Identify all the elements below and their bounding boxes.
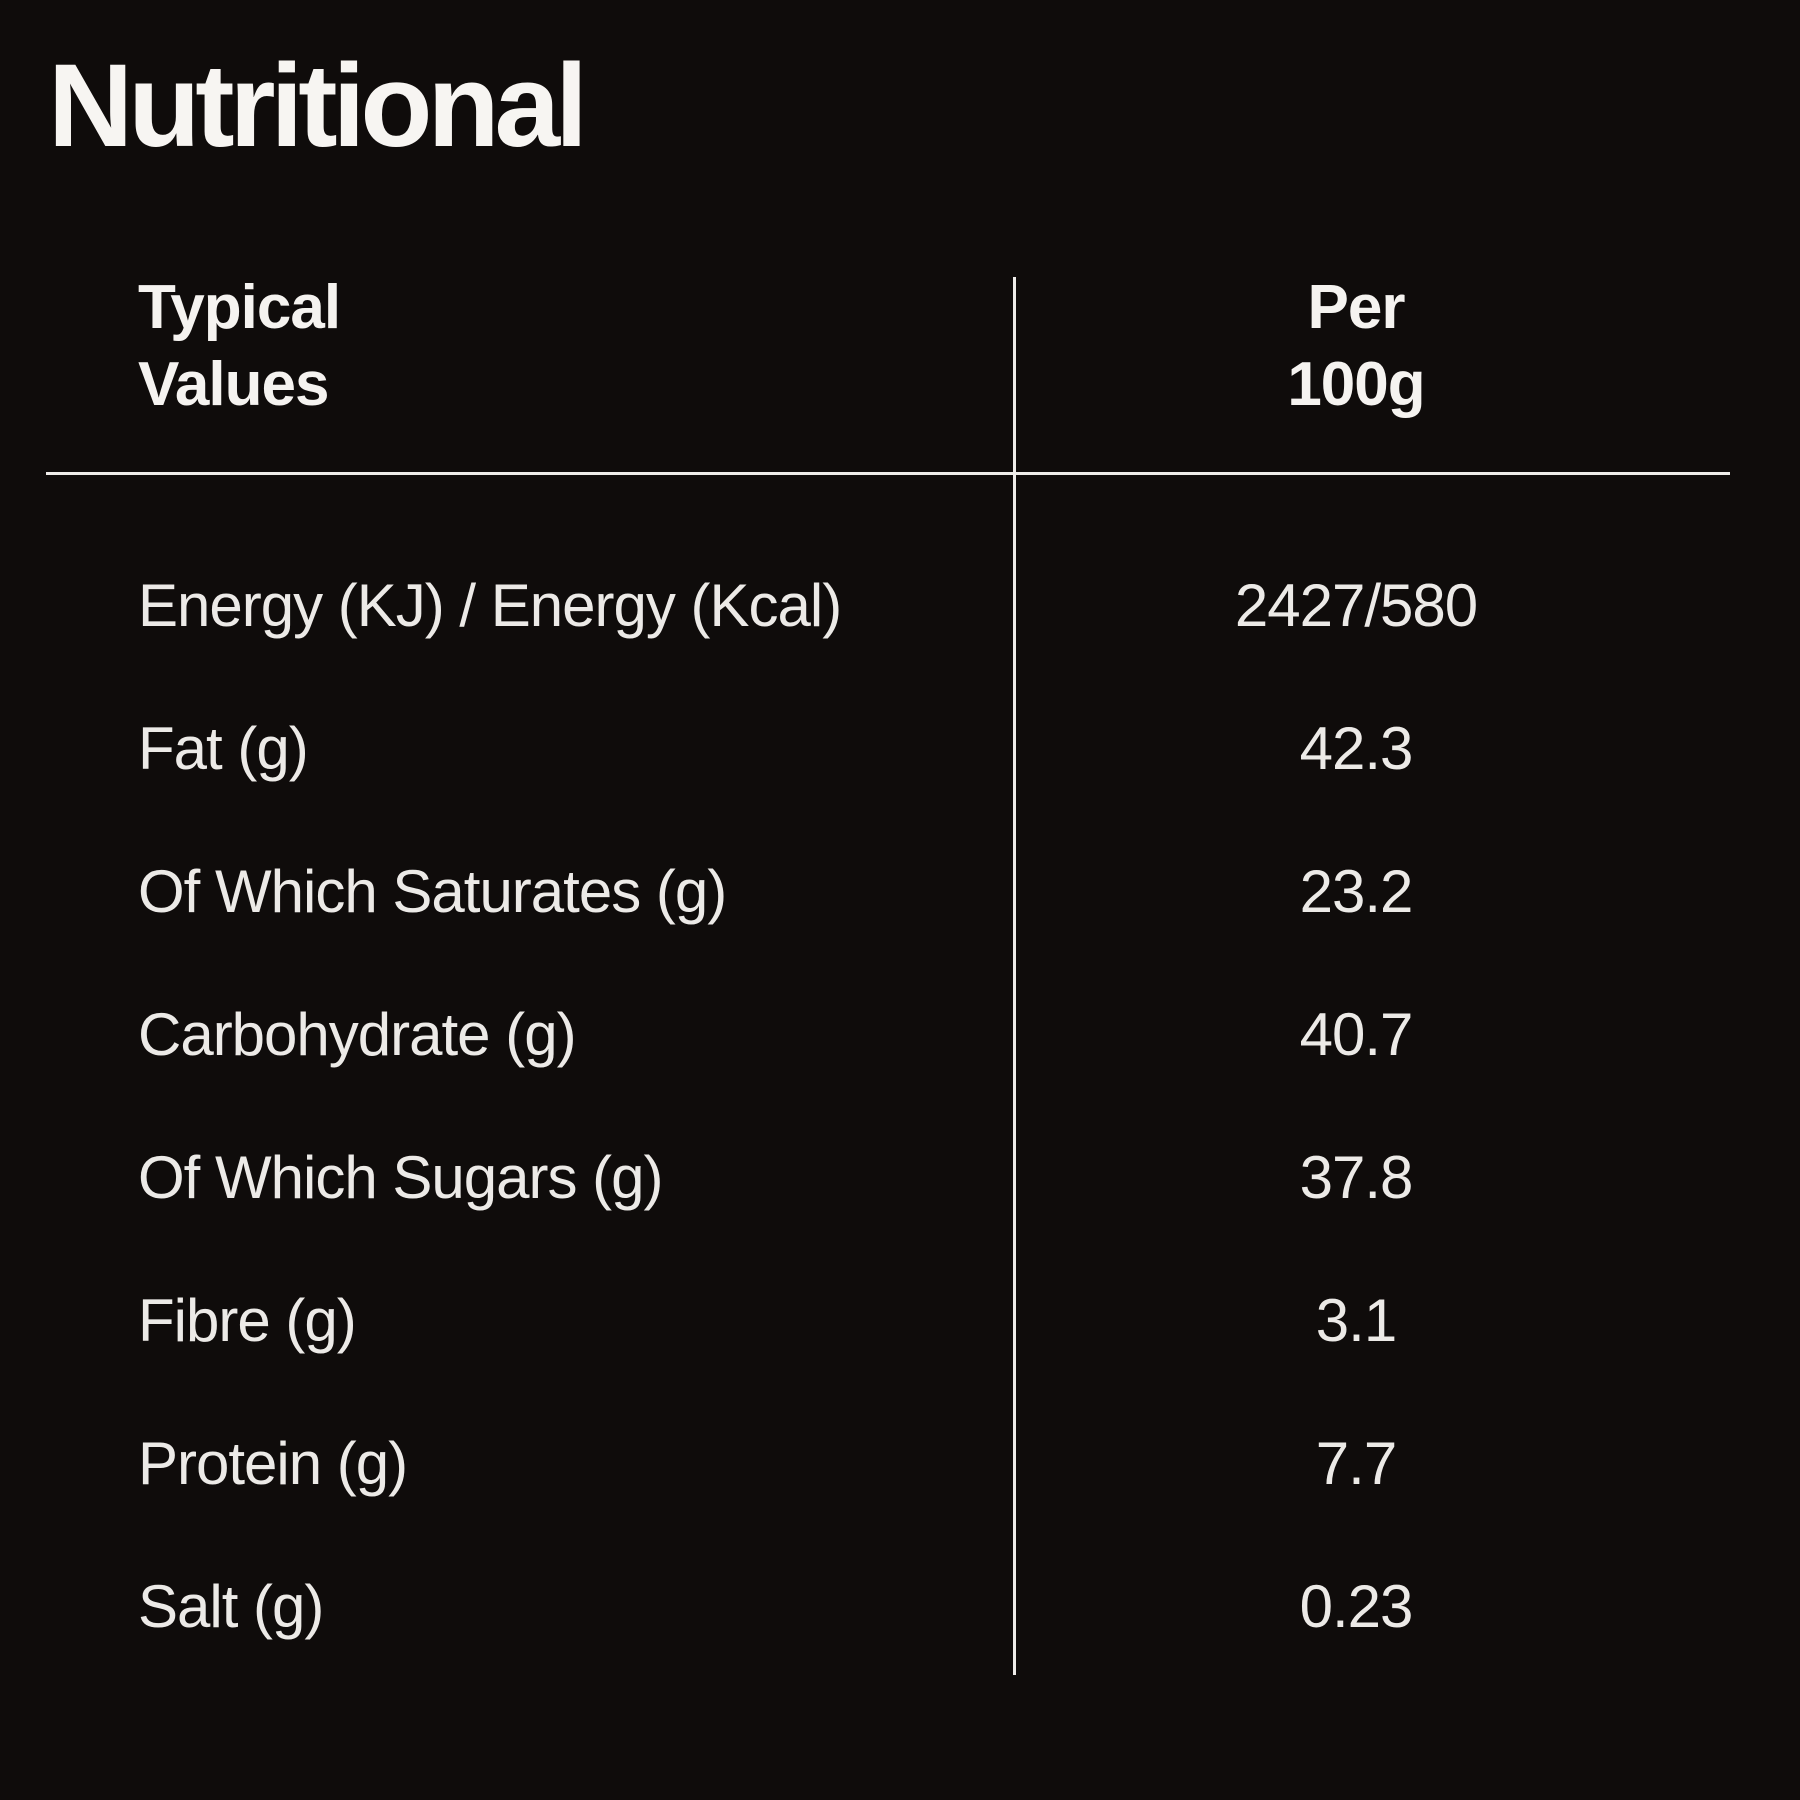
nutrient-value: 42.3 bbox=[1299, 715, 1414, 782]
column-header-per-100g: Per 100g bbox=[1014, 269, 1698, 423]
nutrient-label: Protein (g) bbox=[138, 1430, 408, 1497]
nutrient-label: Of Which Saturates (g) bbox=[138, 858, 727, 925]
table-row: Salt (g) 0.23 bbox=[0, 1576, 1800, 1638]
table-row: Carbohydrate (g) 40.7 bbox=[0, 1004, 1800, 1066]
header-divider-line bbox=[46, 472, 1730, 475]
nutrient-value: 23.2 bbox=[1299, 858, 1414, 925]
table-row: Of Which Saturates (g) 23.2 bbox=[0, 861, 1800, 923]
nutrient-value: 37.8 bbox=[1299, 1144, 1414, 1211]
nutrient-label: Fibre (g) bbox=[138, 1287, 357, 1354]
nutrient-label: Of Which Sugars (g) bbox=[138, 1144, 663, 1211]
nutrient-value: 3.1 bbox=[1315, 1287, 1397, 1354]
typical-values-line2: Values bbox=[138, 350, 329, 419]
table-row: Energy (KJ) / Energy (Kcal) 2427/580 bbox=[0, 575, 1800, 637]
typical-values-line1: Typical bbox=[138, 273, 341, 342]
column-divider-line bbox=[1013, 277, 1016, 1675]
table-row: Of Which Sugars (g) 37.8 bbox=[0, 1147, 1800, 1209]
nutrient-value: 40.7 bbox=[1299, 1001, 1414, 1068]
nutrient-value: 7.7 bbox=[1315, 1430, 1397, 1497]
nutrient-label: Energy (KJ) / Energy (Kcal) bbox=[138, 572, 842, 639]
nutrient-value: 2427/580 bbox=[1234, 572, 1478, 639]
panel-title: Nutritional bbox=[48, 40, 588, 172]
per-100g-line1: Per bbox=[1307, 273, 1406, 342]
nutrient-value: 0.23 bbox=[1299, 1573, 1414, 1640]
per-100g-line2: 100g bbox=[1287, 350, 1425, 419]
table-row: Fat (g) 42.3 bbox=[0, 718, 1800, 780]
nutrient-label: Fat (g) bbox=[138, 715, 309, 782]
table-row: Protein (g) 7.7 bbox=[0, 1433, 1800, 1495]
table-row: Fibre (g) 3.1 bbox=[0, 1290, 1800, 1352]
nutrient-label: Carbohydrate (g) bbox=[138, 1001, 577, 1068]
column-header-typical-values: Typical Values bbox=[138, 269, 341, 423]
nutrient-label: Salt (g) bbox=[138, 1573, 324, 1640]
